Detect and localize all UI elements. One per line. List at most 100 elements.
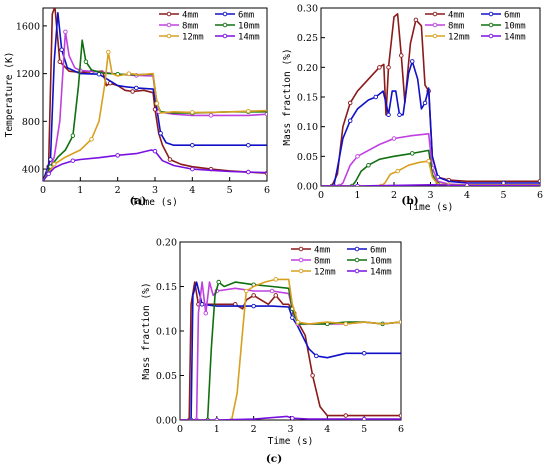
x-tick-label: 2 bbox=[391, 190, 397, 201]
data-point bbox=[295, 319, 301, 325]
x-axis-label: Time (s) bbox=[132, 197, 178, 208]
data-point bbox=[199, 302, 205, 307]
x-tick-label: 4 bbox=[324, 424, 330, 435]
data-point bbox=[203, 310, 209, 316]
legend-marker bbox=[222, 11, 228, 17]
data-point bbox=[134, 85, 139, 91]
data-point bbox=[208, 113, 214, 118]
legend-label: 12mm bbox=[182, 33, 204, 43]
data-point bbox=[246, 108, 251, 114]
data-point bbox=[216, 279, 221, 285]
x-tick-label: 0 bbox=[40, 185, 46, 196]
x-tick-label: 0 bbox=[318, 190, 324, 201]
x-axis-label: Time (s) bbox=[408, 202, 454, 213]
y-tick-label: 0.10 bbox=[156, 327, 177, 338]
data-point bbox=[57, 59, 63, 64]
data-point bbox=[269, 288, 275, 294]
x-tick-label: 1 bbox=[214, 424, 220, 435]
legend-marker bbox=[222, 33, 228, 39]
data-point bbox=[377, 65, 382, 70]
legend-label: 12mm bbox=[448, 33, 470, 43]
y-axis-label: Mass fraction (%) bbox=[141, 282, 152, 379]
data-point bbox=[158, 131, 163, 136]
data-point bbox=[361, 416, 367, 420]
legend-label: 6mm bbox=[238, 11, 254, 21]
series-group bbox=[321, 13, 540, 186]
legend-marker bbox=[298, 268, 304, 274]
legend-label: 14mm bbox=[370, 268, 392, 278]
data-point bbox=[190, 110, 195, 115]
data-point bbox=[347, 100, 353, 106]
x-tick-label: 5 bbox=[227, 185, 233, 196]
data-point bbox=[167, 157, 173, 162]
x-tick-label: 5 bbox=[361, 424, 367, 435]
data-point bbox=[537, 179, 540, 184]
x-axis-label: Time (s) bbox=[268, 436, 314, 447]
data-point bbox=[410, 59, 415, 64]
y-tick-label: 1600 bbox=[16, 21, 40, 32]
data-point bbox=[89, 136, 94, 142]
legend-marker bbox=[432, 11, 438, 17]
data-point bbox=[422, 100, 428, 106]
data-point bbox=[51, 162, 57, 167]
data-point bbox=[347, 118, 353, 123]
data-point bbox=[48, 157, 53, 162]
data-point bbox=[130, 89, 135, 94]
x-tick-label: 3 bbox=[287, 424, 293, 435]
legend-marker bbox=[488, 11, 494, 17]
y-tick-label: 0.20 bbox=[156, 238, 177, 249]
legend-label: 4mm bbox=[314, 246, 330, 256]
chart-panel: 0 1 2 3 4 5 6 400 800 1200 1600 Time (s) Temperature… bbox=[4, 7, 270, 208]
data-point bbox=[251, 303, 256, 309]
data-point bbox=[464, 183, 470, 186]
data-point bbox=[190, 166, 195, 172]
x-tick-label: 3 bbox=[152, 185, 158, 196]
data-point bbox=[290, 315, 295, 320]
data-point bbox=[361, 351, 367, 356]
data-point bbox=[373, 94, 379, 100]
data-point bbox=[46, 171, 51, 177]
x-tick-label: 5 bbox=[500, 190, 506, 201]
y-tick-label: 0.00 bbox=[156, 416, 177, 427]
data-point bbox=[290, 415, 295, 420]
panel-label: (c) bbox=[266, 453, 282, 465]
data-point bbox=[343, 413, 349, 418]
x-tick-label: 1 bbox=[354, 190, 360, 201]
data-point bbox=[70, 133, 76, 138]
data-point bbox=[395, 168, 400, 174]
y-tick-label: 0.30 bbox=[297, 4, 318, 15]
panel-label: (b) bbox=[401, 195, 418, 207]
data-point bbox=[391, 136, 397, 141]
y-tick-label: 800 bbox=[22, 117, 40, 128]
y-tick-label: 400 bbox=[22, 165, 40, 176]
series-line bbox=[180, 278, 401, 420]
series-line bbox=[180, 281, 401, 420]
data-point bbox=[310, 373, 315, 378]
data-point bbox=[355, 154, 360, 159]
data-point bbox=[314, 353, 319, 359]
legend-marker bbox=[488, 33, 494, 39]
data-point bbox=[264, 111, 267, 117]
x-tick-label: 1 bbox=[77, 185, 83, 196]
y-tick-label: 0.10 bbox=[297, 122, 318, 133]
data-point bbox=[126, 71, 132, 76]
legend: 4mm 6mm 8mm 10mm 12mm 14mm bbox=[425, 11, 526, 43]
series-line bbox=[180, 281, 401, 420]
x-tick-label: 6 bbox=[537, 190, 543, 201]
x-tick-label: 0 bbox=[177, 424, 183, 435]
data-point bbox=[244, 288, 249, 294]
legend-marker bbox=[166, 33, 172, 39]
data-point bbox=[426, 158, 431, 164]
legend-marker bbox=[298, 257, 304, 263]
legend-label: 4mm bbox=[182, 11, 198, 21]
data-point bbox=[397, 112, 402, 118]
y-axis-label: Temperature (K) bbox=[4, 52, 15, 138]
data-point bbox=[343, 321, 349, 327]
legend-label: 14mm bbox=[238, 33, 260, 43]
legend-marker bbox=[354, 268, 360, 274]
x-tick-label: 6 bbox=[264, 185, 270, 196]
data-point bbox=[251, 293, 256, 298]
legend-label: 4mm bbox=[448, 11, 464, 21]
data-point bbox=[83, 59, 89, 64]
